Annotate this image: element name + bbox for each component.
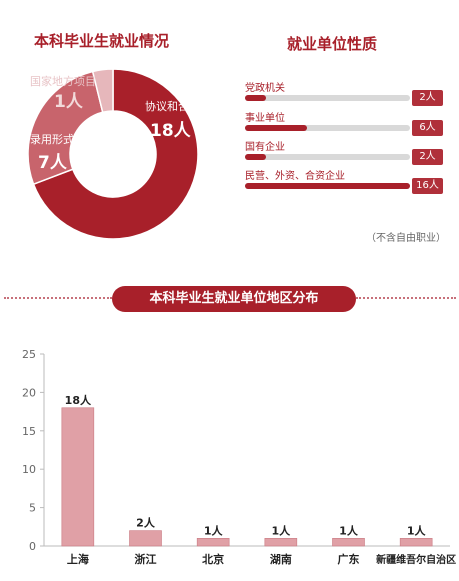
bar-data-label: 1人	[407, 523, 427, 537]
x-tick-label: 广东	[338, 552, 360, 566]
donut-chart	[27, 68, 199, 240]
x-tick-label: 上海	[67, 552, 89, 566]
unit-name: 民营、外资、合资企业	[245, 171, 345, 182]
unit-row: 国有企业 2人	[245, 138, 443, 166]
slice-label-project: 国家地方项目	[30, 75, 96, 88]
y-tick-label: 25	[22, 348, 36, 361]
bar-data-label: 2人	[136, 516, 156, 530]
slice-contract	[32, 68, 199, 240]
unit-row: 党政机关 2人	[245, 79, 443, 107]
unit-track	[245, 95, 410, 101]
unit-fill	[245, 183, 410, 189]
unit-fill	[245, 125, 307, 131]
units-note: （不含自由职业）	[366, 233, 446, 244]
region-chart-title: 本科毕业生就业单位地区分布	[112, 286, 356, 312]
x-tick-label: 湖南	[270, 552, 292, 566]
unit-name: 国有企业	[245, 142, 285, 153]
bar-新疆维吾尔自治区	[399, 538, 433, 547]
unit-badge: 2人	[412, 149, 443, 165]
bar-data-label: 1人	[272, 523, 292, 537]
bar-北京	[196, 538, 230, 547]
bar-data-label: 1人	[204, 523, 224, 537]
slice-value-other: 7人	[38, 153, 67, 173]
donut-title: 本科毕业生就业情况	[34, 32, 170, 50]
slice-other	[27, 70, 104, 186]
bar-上海	[61, 407, 95, 547]
unit-badge: 2人	[412, 90, 443, 106]
unit-track	[245, 125, 410, 131]
x-tick-label: 北京	[202, 552, 224, 566]
y-tick-label: 15	[22, 425, 36, 438]
divider-right	[356, 297, 456, 299]
y-tick-label: 0	[29, 540, 36, 553]
units-title: 就业单位性质	[287, 35, 378, 53]
unit-name: 事业单位	[245, 113, 285, 124]
slice-value-contract: 18人	[150, 121, 191, 141]
y-tick-label: 5	[29, 502, 36, 515]
unit-row: 事业单位 6人	[245, 109, 443, 137]
y-tick-label: 20	[22, 386, 36, 399]
unit-row: 民营、外资、合资企业 16人	[245, 167, 443, 195]
unit-fill	[245, 154, 266, 160]
bar-湖南	[264, 538, 298, 547]
unit-badge: 6人	[412, 120, 443, 136]
unit-track	[245, 154, 410, 160]
unit-fill	[245, 95, 266, 101]
slice-label-contract: 协议和合同就业	[145, 100, 222, 113]
unit-track	[245, 183, 410, 189]
bar-data-label: 18人	[65, 393, 92, 407]
slice-project	[91, 68, 114, 114]
divider-left	[4, 297, 112, 299]
bar-data-label: 1人	[339, 523, 359, 537]
y-tick-label: 10	[22, 463, 36, 476]
unit-name: 党政机关	[245, 83, 285, 94]
x-tick-label: 新疆维吾尔自治区	[376, 553, 456, 566]
bar-浙江	[129, 530, 162, 547]
bar-广东	[332, 538, 365, 547]
slice-value-project: 1人	[54, 92, 83, 112]
slice-label-other: 其他录用形式就业	[8, 133, 96, 146]
x-tick-label: 浙江	[135, 552, 157, 566]
unit-badge: 16人	[412, 178, 443, 194]
